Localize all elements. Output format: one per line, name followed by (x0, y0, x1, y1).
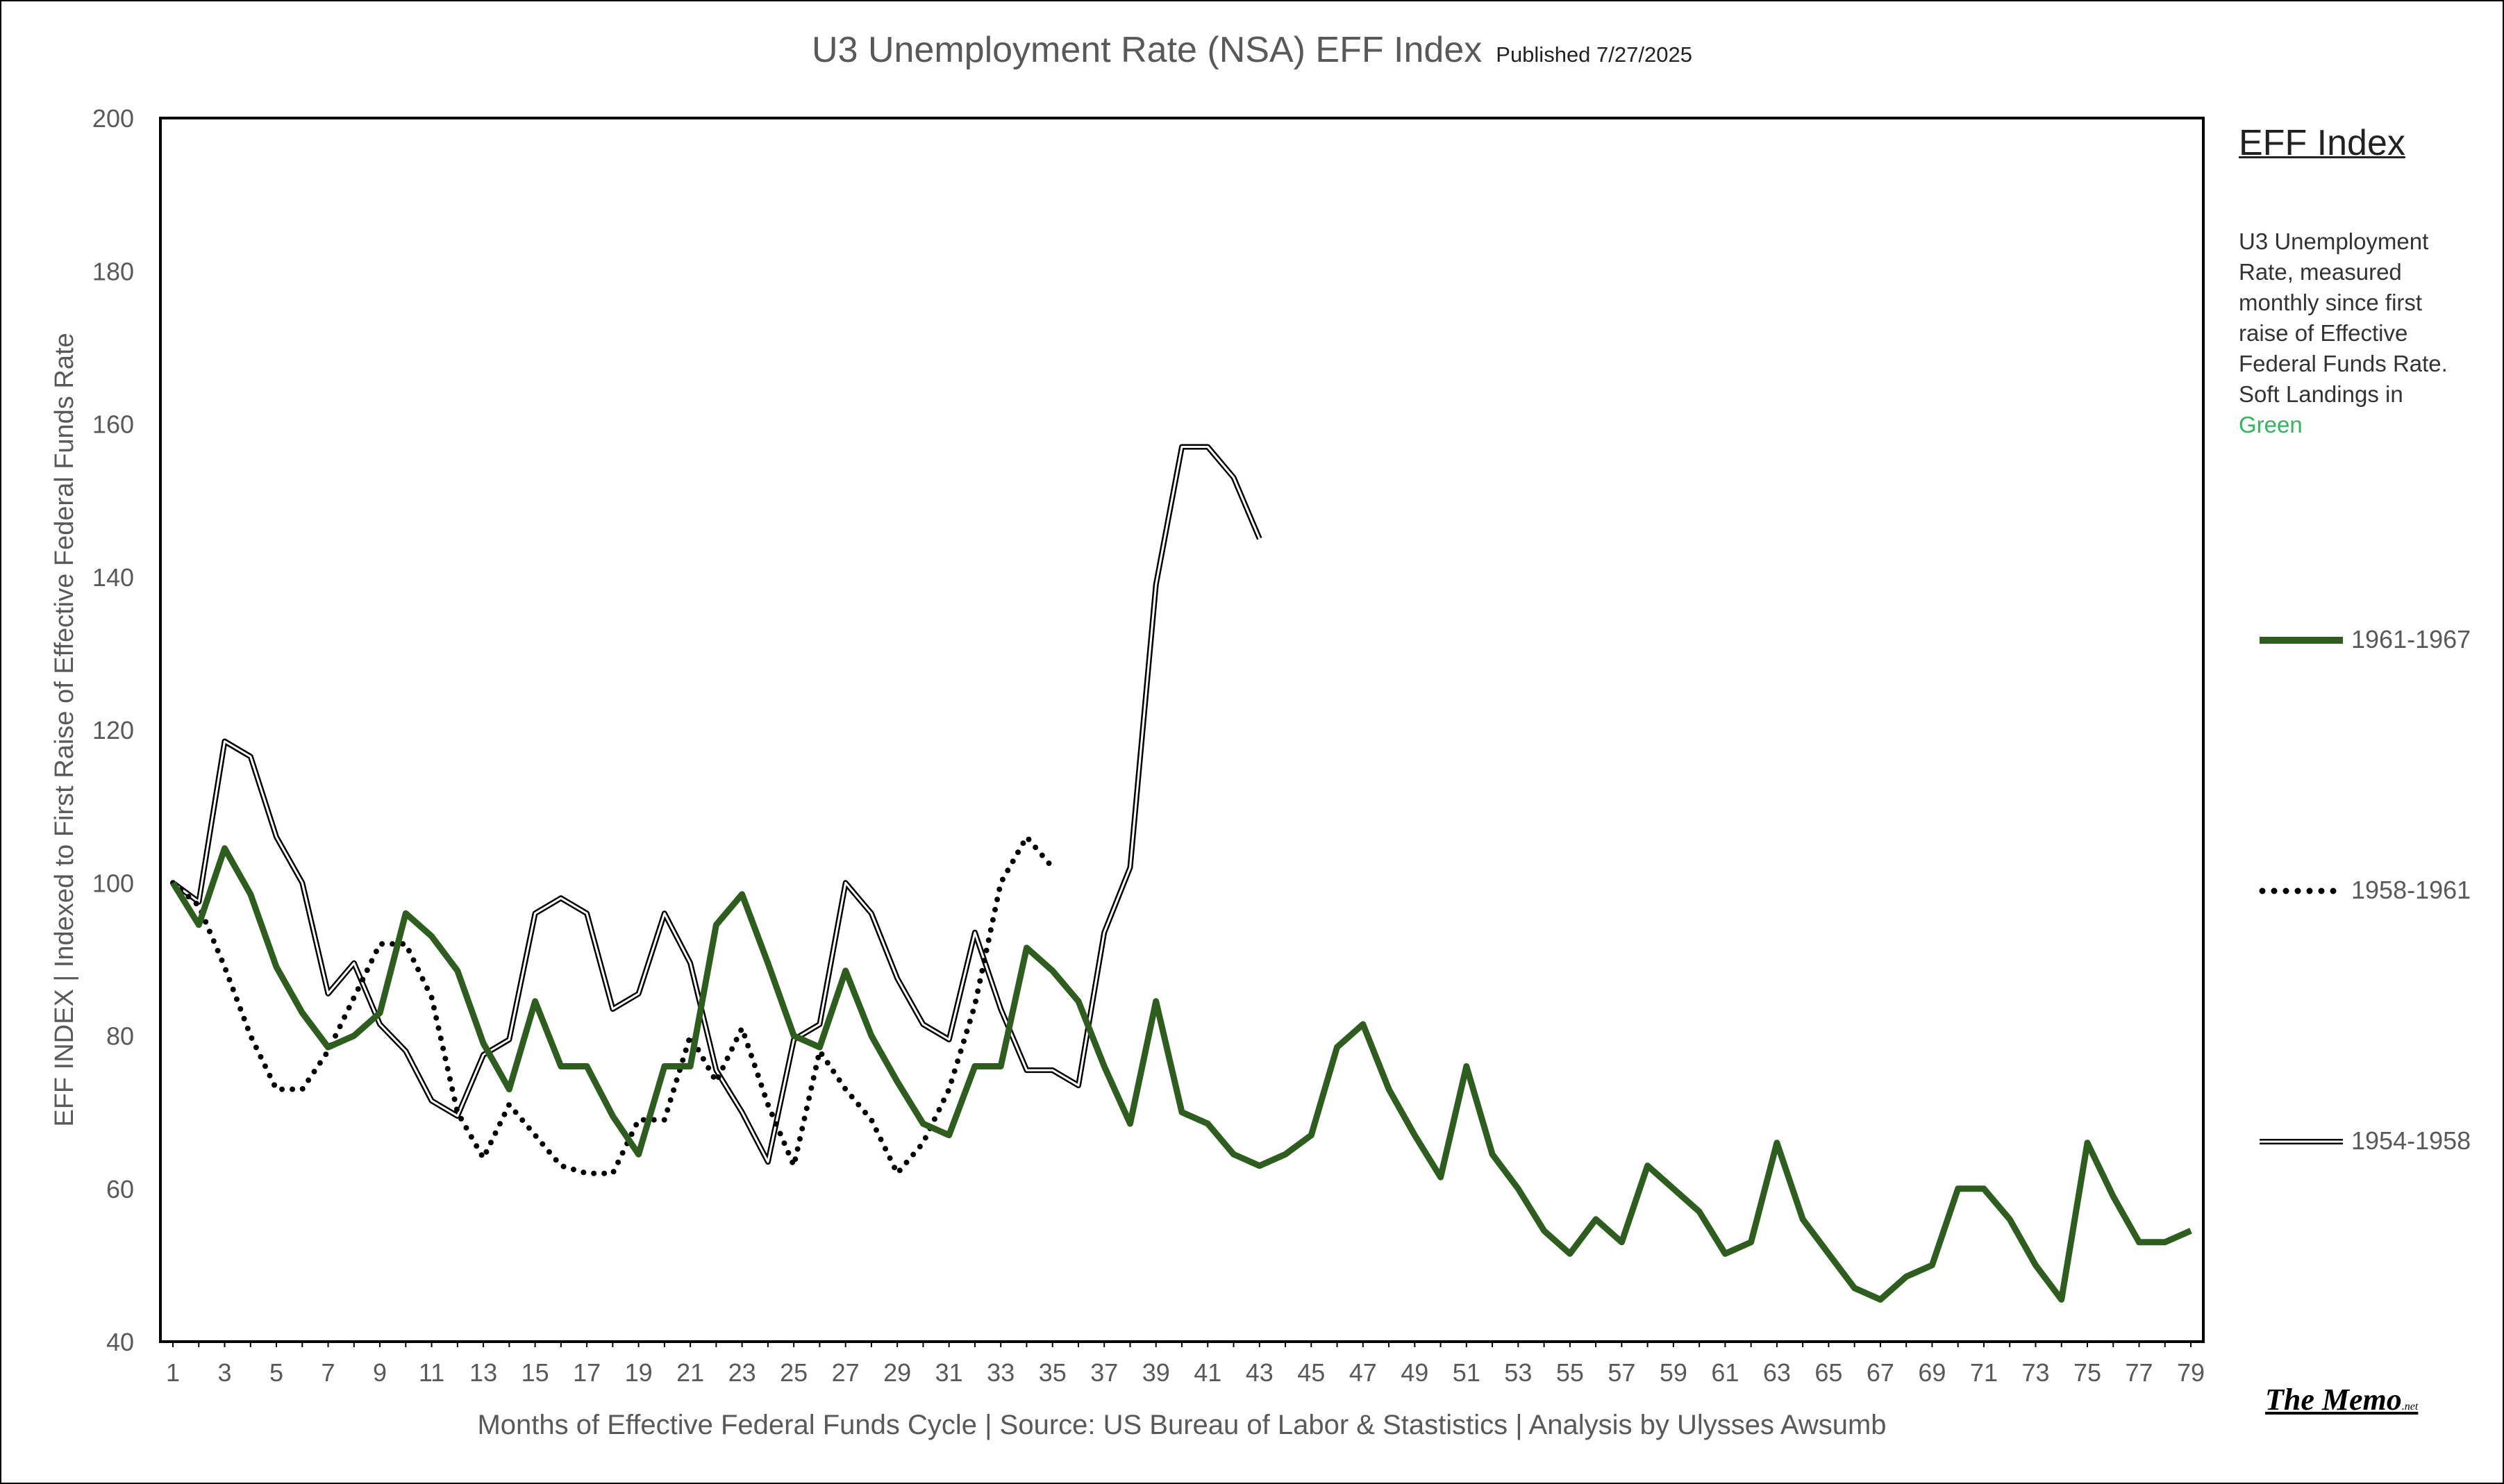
brand-logo: The Memo.net (2265, 1382, 2418, 1417)
x-tick-label: 59 (1660, 1358, 1687, 1387)
series-line-1958-1961 (170, 834, 1055, 1176)
x-tick-label: 3 (217, 1358, 231, 1387)
x-tick-label: 51 (1453, 1358, 1480, 1387)
legend-label-1958-1961: 1958-1961 (2351, 876, 2471, 904)
legend-heading: EFF Index (2239, 123, 2405, 163)
legend-label-1961-1967: 1961-1967 (2351, 625, 2471, 653)
x-tick-label: 63 (1763, 1358, 1791, 1387)
series-line-1961-1967 (170, 845, 2192, 1303)
y-tick-label: 180 (92, 257, 134, 285)
x-tick-label: 79 (2177, 1358, 2205, 1387)
x-tick-label: 35 (1039, 1358, 1067, 1387)
x-tick-label: 27 (832, 1358, 860, 1387)
x-tick-label: 67 (1867, 1358, 1894, 1387)
series-line-inner-1954-1958 (172, 446, 1261, 1163)
x-tick-label: 53 (1504, 1358, 1532, 1387)
x-tick-label: 29 (883, 1358, 911, 1387)
x-tick-label: 33 (987, 1358, 1015, 1387)
x-tick-label: 25 (780, 1358, 808, 1387)
legend-note: U3 Unemployment Rate, measured monthly s… (2239, 226, 2468, 440)
x-tick-label: 75 (2073, 1358, 2101, 1387)
legend-note-text: U3 Unemployment Rate, measured monthly s… (2239, 228, 2448, 407)
x-tick-label: 65 (1814, 1358, 1842, 1387)
x-tick-label: 11 (419, 1358, 444, 1387)
x-tick-label: 39 (1142, 1358, 1170, 1387)
x-tick-label: 5 (269, 1358, 283, 1387)
x-tick-label: 19 (625, 1358, 653, 1387)
x-tick-label: 15 (521, 1358, 549, 1387)
x-tick-label: 7 (322, 1358, 335, 1387)
y-tick-label: 60 (106, 1175, 134, 1203)
x-tick-label: 17 (573, 1358, 601, 1387)
plot-area (159, 117, 2205, 1343)
legend-label-1954-1958: 1954-1958 (2351, 1126, 2471, 1155)
y-tick-label: 140 (92, 563, 134, 592)
legend-note-highlight: Green (2239, 412, 2303, 437)
x-tick-label: 47 (1349, 1358, 1377, 1387)
x-tick-label: 49 (1401, 1358, 1428, 1387)
y-tick-labels: 40 60 80 100 120 140 160 180 200 (92, 104, 134, 1356)
legend-swatches (2259, 637, 2345, 1144)
y-tick-label: 200 (92, 104, 134, 133)
y-tick-label: 120 (92, 716, 134, 744)
chart-title: U3 Unemployment Rate (NSA) EFF Index Publ… (0, 29, 2504, 71)
x-tick-label: 23 (728, 1358, 756, 1387)
x-tick-marks (172, 1342, 2192, 1347)
x-axis-label: Months of Effective Federal Funds Cycle … (477, 1410, 1886, 1440)
x-tick-label: 31 (935, 1358, 963, 1387)
published-date: Published 7/27/2025 (1496, 42, 1692, 67)
x-tick-label: 41 (1194, 1358, 1221, 1387)
x-tick-label: 73 (2021, 1358, 2049, 1387)
x-tick-label: 21 (676, 1358, 704, 1387)
y-tick-label: 160 (92, 410, 134, 439)
x-tick-label: 69 (1918, 1358, 1946, 1387)
brand-suffix: .net (2401, 1401, 2419, 1412)
y-axis-label: EFF INDEX | Indexed to First Raise of Ef… (50, 333, 79, 1126)
x-tick-label: 55 (1556, 1358, 1584, 1387)
title-main: U3 Unemployment Rate (NSA) EFF Index (812, 30, 1483, 70)
x-tick-label: 61 (1711, 1358, 1739, 1387)
y-tick-label: 80 (106, 1022, 134, 1051)
y-tick-label: 100 (92, 869, 134, 897)
x-tick-label: 13 (469, 1358, 497, 1387)
x-tick-label: 9 (373, 1358, 387, 1387)
brand-text: The Memo (2265, 1383, 2402, 1417)
x-tick-labels: 1 3 5 7 9 11 13 15 17 19 21 23 25 27 29 31 33 35 37 39 41 43 4… (166, 1358, 2205, 1387)
x-tick-label: 37 (1090, 1358, 1118, 1387)
x-tick-label: 77 (2125, 1358, 2153, 1387)
x-tick-label: 57 (1608, 1358, 1635, 1387)
x-tick-label: 43 (1246, 1358, 1274, 1387)
x-tick-label: 1 (166, 1358, 180, 1387)
series-layer (170, 444, 2192, 1303)
x-tick-label: 45 (1297, 1358, 1325, 1387)
x-tick-label: 71 (1970, 1358, 1998, 1387)
y-tick-label: 40 (106, 1328, 134, 1356)
